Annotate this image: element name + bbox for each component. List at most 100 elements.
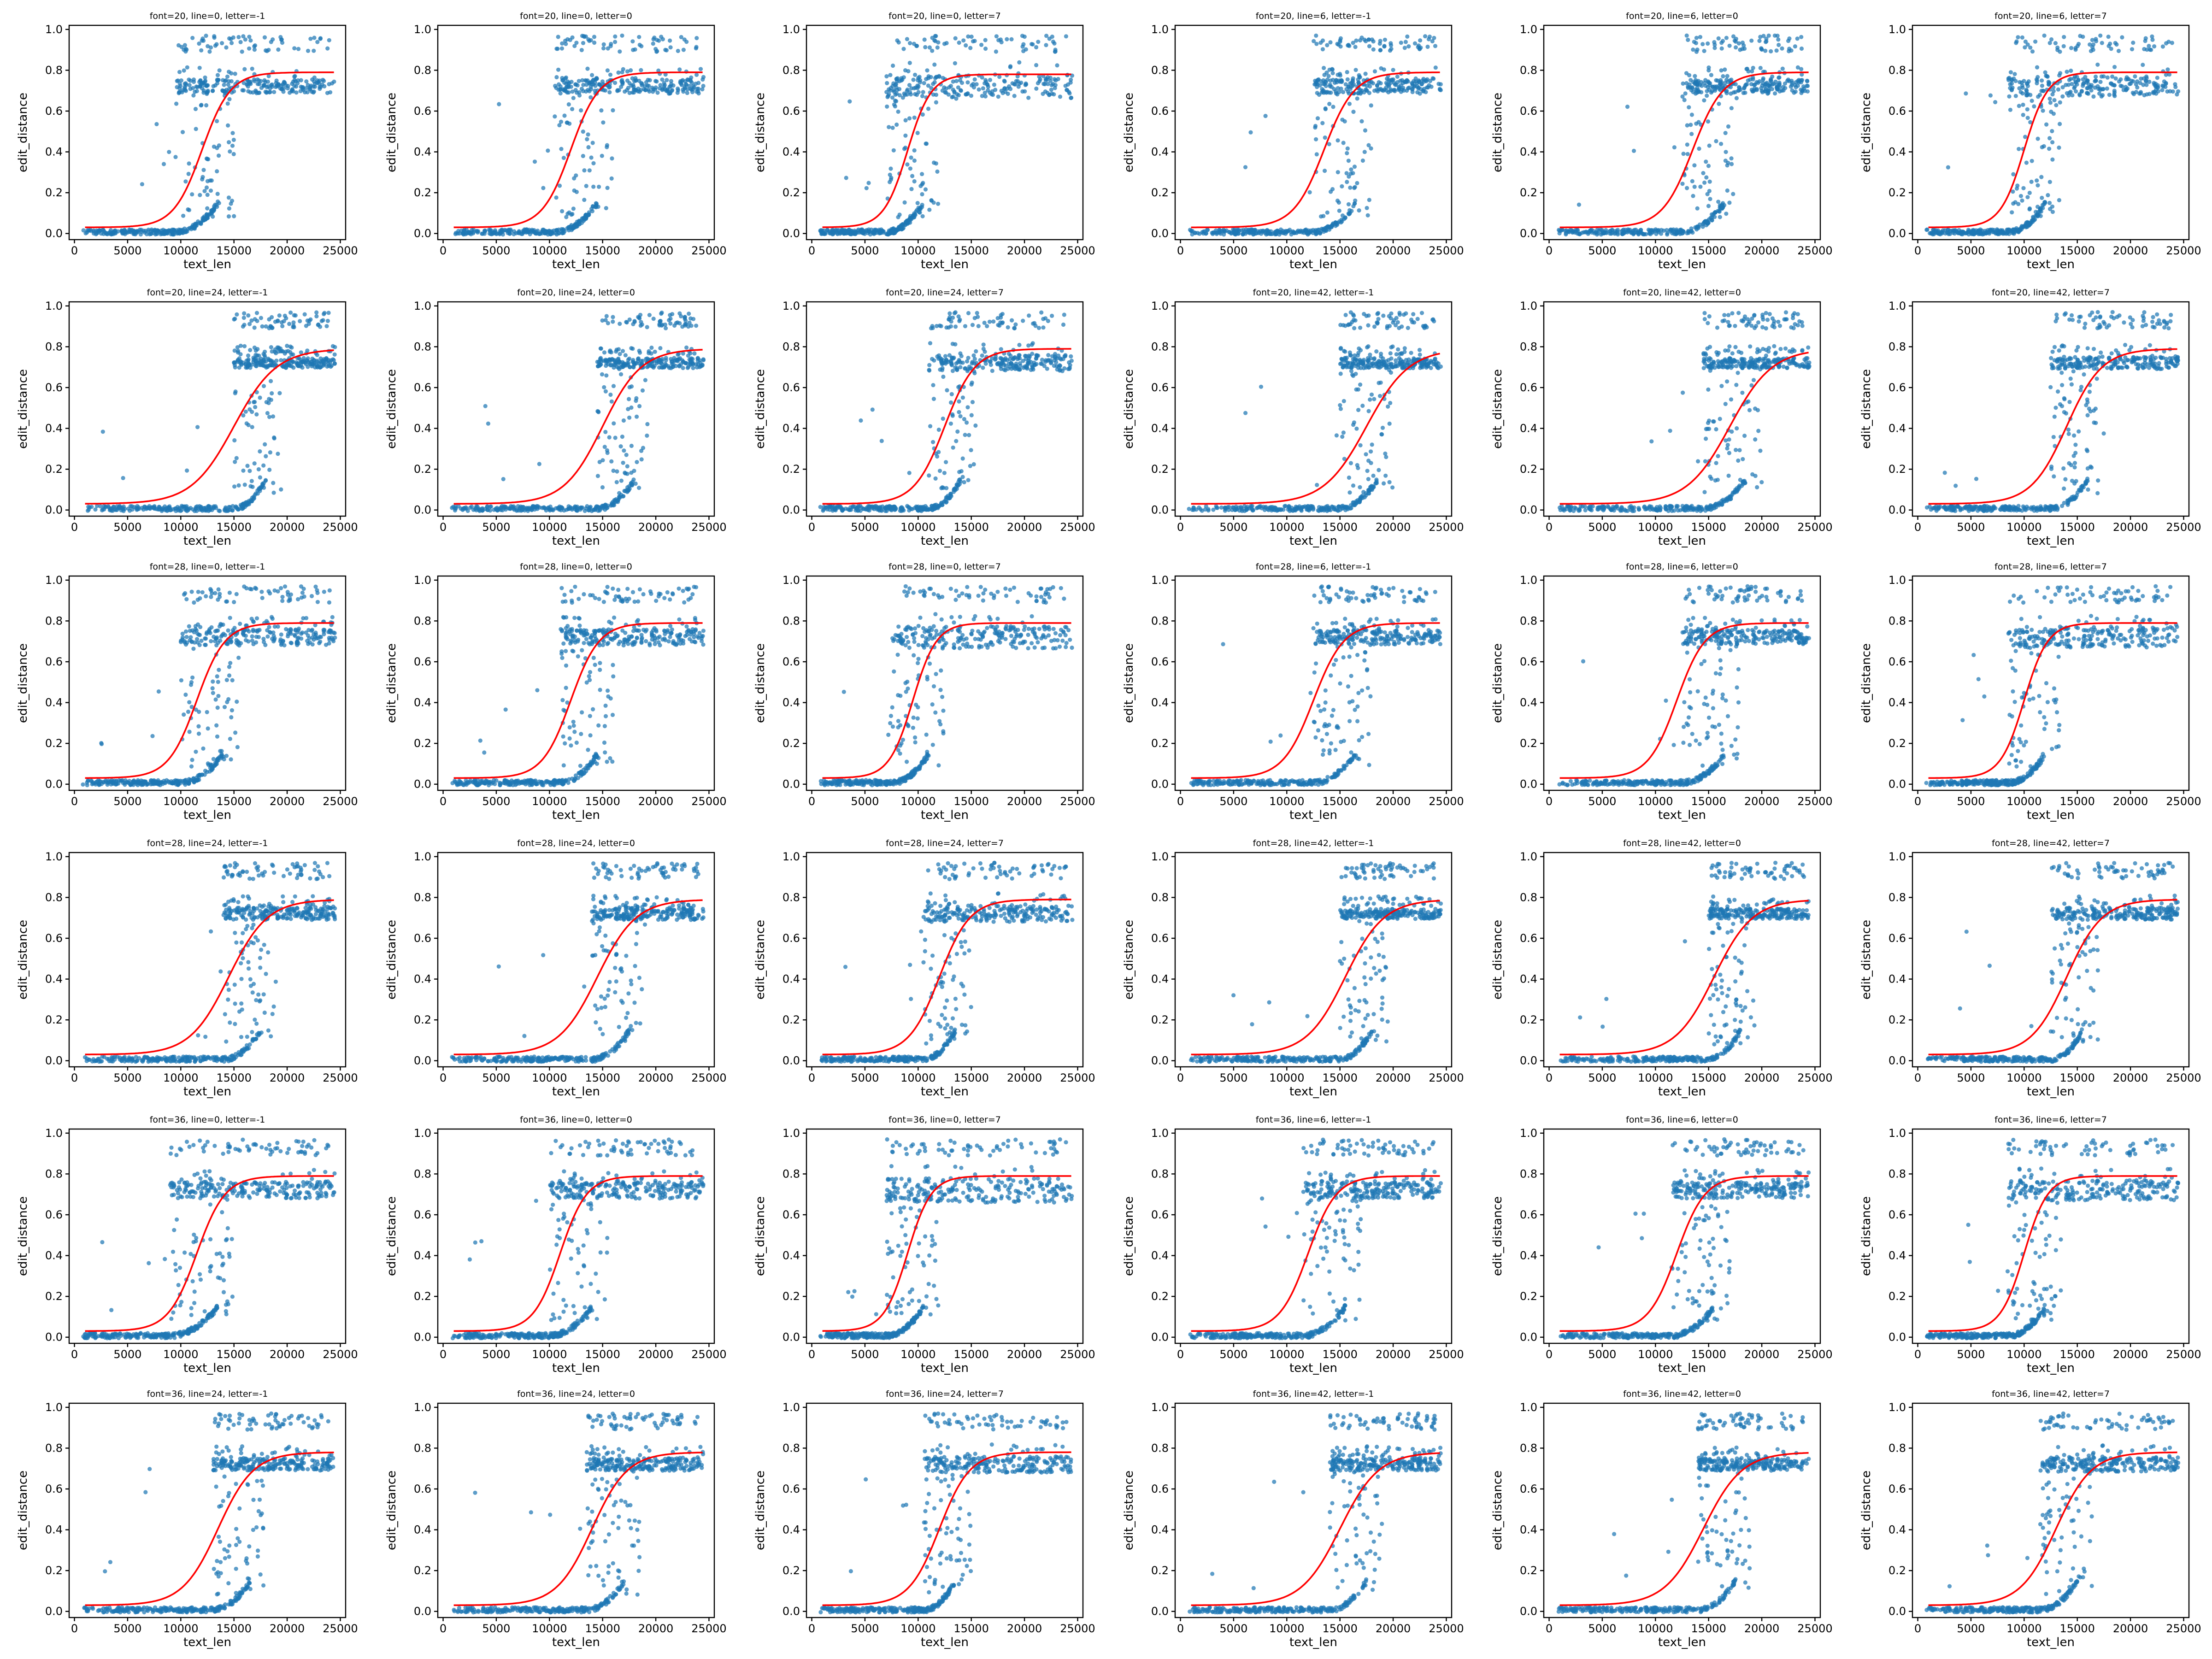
scatter-point	[1702, 180, 1707, 185]
scatter-point	[1069, 77, 1073, 82]
scatter-point	[281, 364, 285, 369]
scatter-point	[1697, 147, 1701, 151]
scatter-point	[1222, 229, 1227, 233]
scatter-point	[2085, 86, 2089, 90]
scatter-point	[1326, 74, 1331, 78]
scatter-point	[123, 229, 128, 234]
scatter-point	[1731, 90, 1736, 95]
scatter-point	[586, 88, 590, 92]
scatter-point	[241, 468, 246, 473]
scatter-point	[2030, 159, 2034, 163]
scatter-point	[1402, 46, 1407, 50]
scatter-point	[1790, 88, 1794, 93]
scatter-point	[1712, 40, 1717, 45]
scatter-point	[916, 206, 921, 210]
scatter-point	[682, 86, 687, 91]
scatter-point	[620, 33, 624, 38]
scatter-point	[2036, 205, 2040, 209]
scatter-point	[905, 218, 910, 224]
scatter-point	[1016, 84, 1021, 89]
scatter-point	[185, 468, 189, 473]
scatter-point	[589, 80, 594, 85]
scatter-point	[176, 91, 181, 95]
scatter-point	[994, 49, 998, 54]
scatter-point	[1745, 66, 1749, 71]
scatter-point	[574, 508, 579, 512]
scatter-point	[2035, 65, 2040, 70]
scatter-point	[825, 228, 830, 233]
scatter-point	[1430, 39, 1435, 44]
scatter-point	[1410, 82, 1415, 86]
scatter-point	[1044, 43, 1048, 47]
y-axis-label: edit_distance	[385, 369, 399, 449]
scatter-point	[2035, 78, 2040, 83]
scatter-point	[327, 38, 331, 42]
x-tick-label: 5000	[482, 244, 510, 257]
scatter-point	[159, 228, 164, 233]
scatter-point	[1392, 88, 1397, 92]
y-tick-label: 0.8	[414, 64, 431, 76]
scatter-point	[1698, 82, 1702, 87]
scatter-point	[266, 74, 271, 78]
scatter-point	[106, 505, 111, 510]
scatter-point	[986, 88, 990, 93]
scatter-point	[604, 364, 608, 368]
scatter-point	[2053, 41, 2058, 46]
scatter-point	[328, 360, 333, 365]
scatter-point	[583, 78, 588, 82]
scatter-point	[129, 504, 134, 509]
scatter-point	[1065, 88, 1070, 93]
scatter-point	[546, 148, 550, 153]
scatter-point	[524, 227, 529, 232]
scatter-point	[475, 229, 479, 234]
scatter-point	[579, 506, 584, 511]
scatter-point	[188, 87, 193, 91]
scatter-point	[194, 127, 198, 131]
scatter-point	[251, 497, 256, 501]
scatter-point	[1699, 90, 1704, 94]
scatter-point	[645, 325, 649, 329]
scatter-point	[273, 362, 278, 367]
scatter-point	[636, 86, 641, 91]
scatter-point	[1761, 34, 1766, 38]
scatter-point	[204, 185, 209, 190]
scatter-point	[278, 35, 283, 40]
scatter-point	[1266, 229, 1271, 234]
scatter-point	[1043, 78, 1048, 83]
scatter-point	[111, 232, 116, 236]
scatter-point	[2033, 210, 2038, 214]
scatter-point	[1347, 101, 1352, 106]
y-tick-label: 0.6	[1520, 105, 1537, 118]
scatter-point	[1654, 232, 1659, 236]
scatter-point	[957, 41, 961, 45]
scatter-point	[1631, 148, 1636, 153]
scatter-point	[1335, 170, 1340, 175]
scatter-point	[1793, 89, 1798, 94]
scatter-point	[551, 508, 555, 512]
scatter-point	[228, 149, 232, 154]
scatter-point	[1269, 229, 1273, 234]
scatter-point	[1705, 94, 1709, 98]
scatter-point	[222, 82, 226, 87]
scatter-point	[305, 90, 310, 94]
scatter-point	[868, 232, 873, 237]
scatter-point	[1946, 232, 1951, 236]
scatter-point	[2050, 157, 2055, 162]
scatter-point	[1015, 74, 1020, 79]
scatter-point	[180, 229, 185, 234]
plot-area	[806, 24, 1084, 241]
scatter-point	[266, 364, 271, 368]
scatter-point	[893, 82, 898, 87]
scatter-point	[979, 42, 984, 47]
scatter-point	[2133, 74, 2137, 79]
scatter-point	[326, 311, 331, 315]
scatter-point	[895, 38, 900, 43]
scatter-point	[668, 321, 673, 326]
scatter-point	[592, 41, 597, 45]
scatter-point	[2040, 83, 2044, 88]
x-tick-label: 0	[1177, 244, 1184, 257]
scatter-point	[888, 166, 893, 171]
scatter-point	[1777, 76, 1781, 80]
scatter-point	[2030, 99, 2034, 103]
scatter-point	[532, 159, 537, 164]
